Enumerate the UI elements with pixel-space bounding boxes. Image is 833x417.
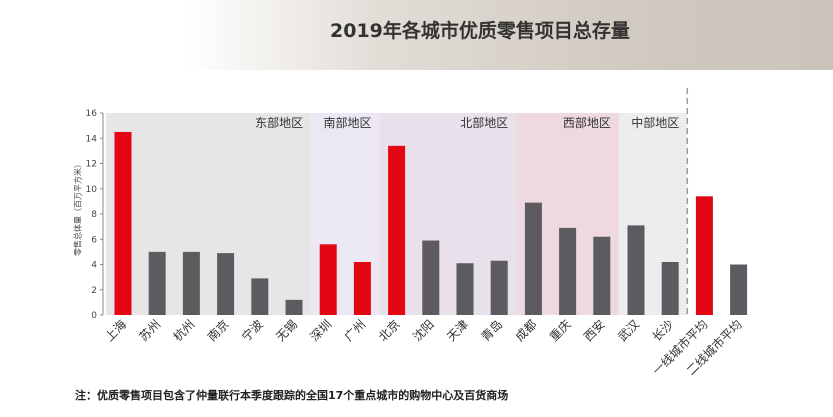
x-tick-label: 重庆 bbox=[547, 317, 574, 344]
x-axis-labels: 上海 苏州 杭州 南京 宁波 无锡 深圳 广州 北京 沈阳 天津 青岛 成都 重庆 西安 武汉 长沙一线城市平均… bbox=[102, 317, 745, 379]
bar bbox=[388, 145, 406, 315]
x-tick-label: 沈阳 bbox=[409, 317, 437, 345]
bars bbox=[114, 131, 748, 315]
y-tick-label: 6 bbox=[91, 235, 97, 245]
bar bbox=[490, 260, 508, 315]
y-tick-label: 10 bbox=[86, 185, 98, 195]
bar bbox=[285, 299, 303, 315]
y-tick-label: 2 bbox=[91, 286, 97, 296]
bar bbox=[319, 244, 337, 315]
y-tick-label: 4 bbox=[91, 261, 97, 271]
bar bbox=[114, 131, 132, 315]
x-tick-label: 长沙 bbox=[649, 317, 676, 344]
x-tick-label: 上海 bbox=[102, 317, 130, 345]
bar bbox=[593, 236, 611, 315]
region-band bbox=[105, 113, 312, 315]
x-tick-label: 天津 bbox=[444, 317, 471, 344]
x-tick-label: 广州 bbox=[342, 317, 369, 344]
x-tick-label: 成都 bbox=[513, 317, 540, 344]
region-label: 中部地区 bbox=[631, 115, 679, 130]
x-tick-label: 南京 bbox=[204, 317, 232, 345]
x-tick-label: 深圳 bbox=[307, 317, 334, 344]
x-tick-label: 北京 bbox=[376, 317, 403, 344]
x-tick-label: 苏州 bbox=[136, 317, 163, 344]
region-label: 南部地区 bbox=[323, 115, 371, 130]
bar bbox=[148, 251, 166, 315]
y-axis-title: 零售总体量（百万平方米） bbox=[73, 160, 83, 256]
region-label: 西部地区 bbox=[563, 115, 611, 130]
y-axis: 0 2 4 6 8 10 12 14 16 bbox=[86, 109, 104, 321]
bar bbox=[217, 253, 235, 315]
y-tick-label: 12 bbox=[86, 160, 97, 170]
bar bbox=[730, 264, 748, 315]
bar bbox=[456, 263, 474, 315]
bar bbox=[353, 261, 371, 315]
bar bbox=[661, 261, 679, 315]
y-tick-label: 0 bbox=[91, 311, 97, 321]
page-title: 2019年各城市优质零售项目总存量 bbox=[330, 20, 630, 42]
bar bbox=[182, 251, 200, 315]
bar bbox=[627, 225, 645, 315]
y-tick-label: 14 bbox=[86, 134, 98, 144]
bar bbox=[695, 196, 713, 315]
bar-chart: 东部地区 南部地区 北部地区 西部地区 中部地区 0 2 4 6 8 10 12 14 16 上海 苏州杭… bbox=[86, 88, 748, 379]
x-tick-label: 杭州 bbox=[170, 317, 198, 345]
bar bbox=[251, 278, 269, 315]
x-tick-label: 西安 bbox=[580, 317, 608, 345]
bar bbox=[559, 227, 577, 315]
y-tick-label: 16 bbox=[86, 109, 98, 119]
region-label: 东部地区 bbox=[255, 115, 303, 130]
header-brush-background bbox=[0, 0, 833, 70]
region-label: 北部地区 bbox=[460, 115, 508, 130]
x-tick-label: 无锡 bbox=[273, 317, 301, 345]
x-tick-label: 青岛 bbox=[478, 317, 506, 345]
footnote: 注：优质零售项目包含了仲量联行本季度跟踪的全国17个重点城市的购物中心及百货商场 bbox=[75, 389, 509, 402]
x-tick-label: 宁波 bbox=[238, 317, 266, 345]
bar bbox=[422, 240, 440, 315]
bar bbox=[524, 202, 542, 315]
y-tick-label: 8 bbox=[91, 210, 97, 220]
x-tick-label: 武汉 bbox=[615, 317, 642, 344]
